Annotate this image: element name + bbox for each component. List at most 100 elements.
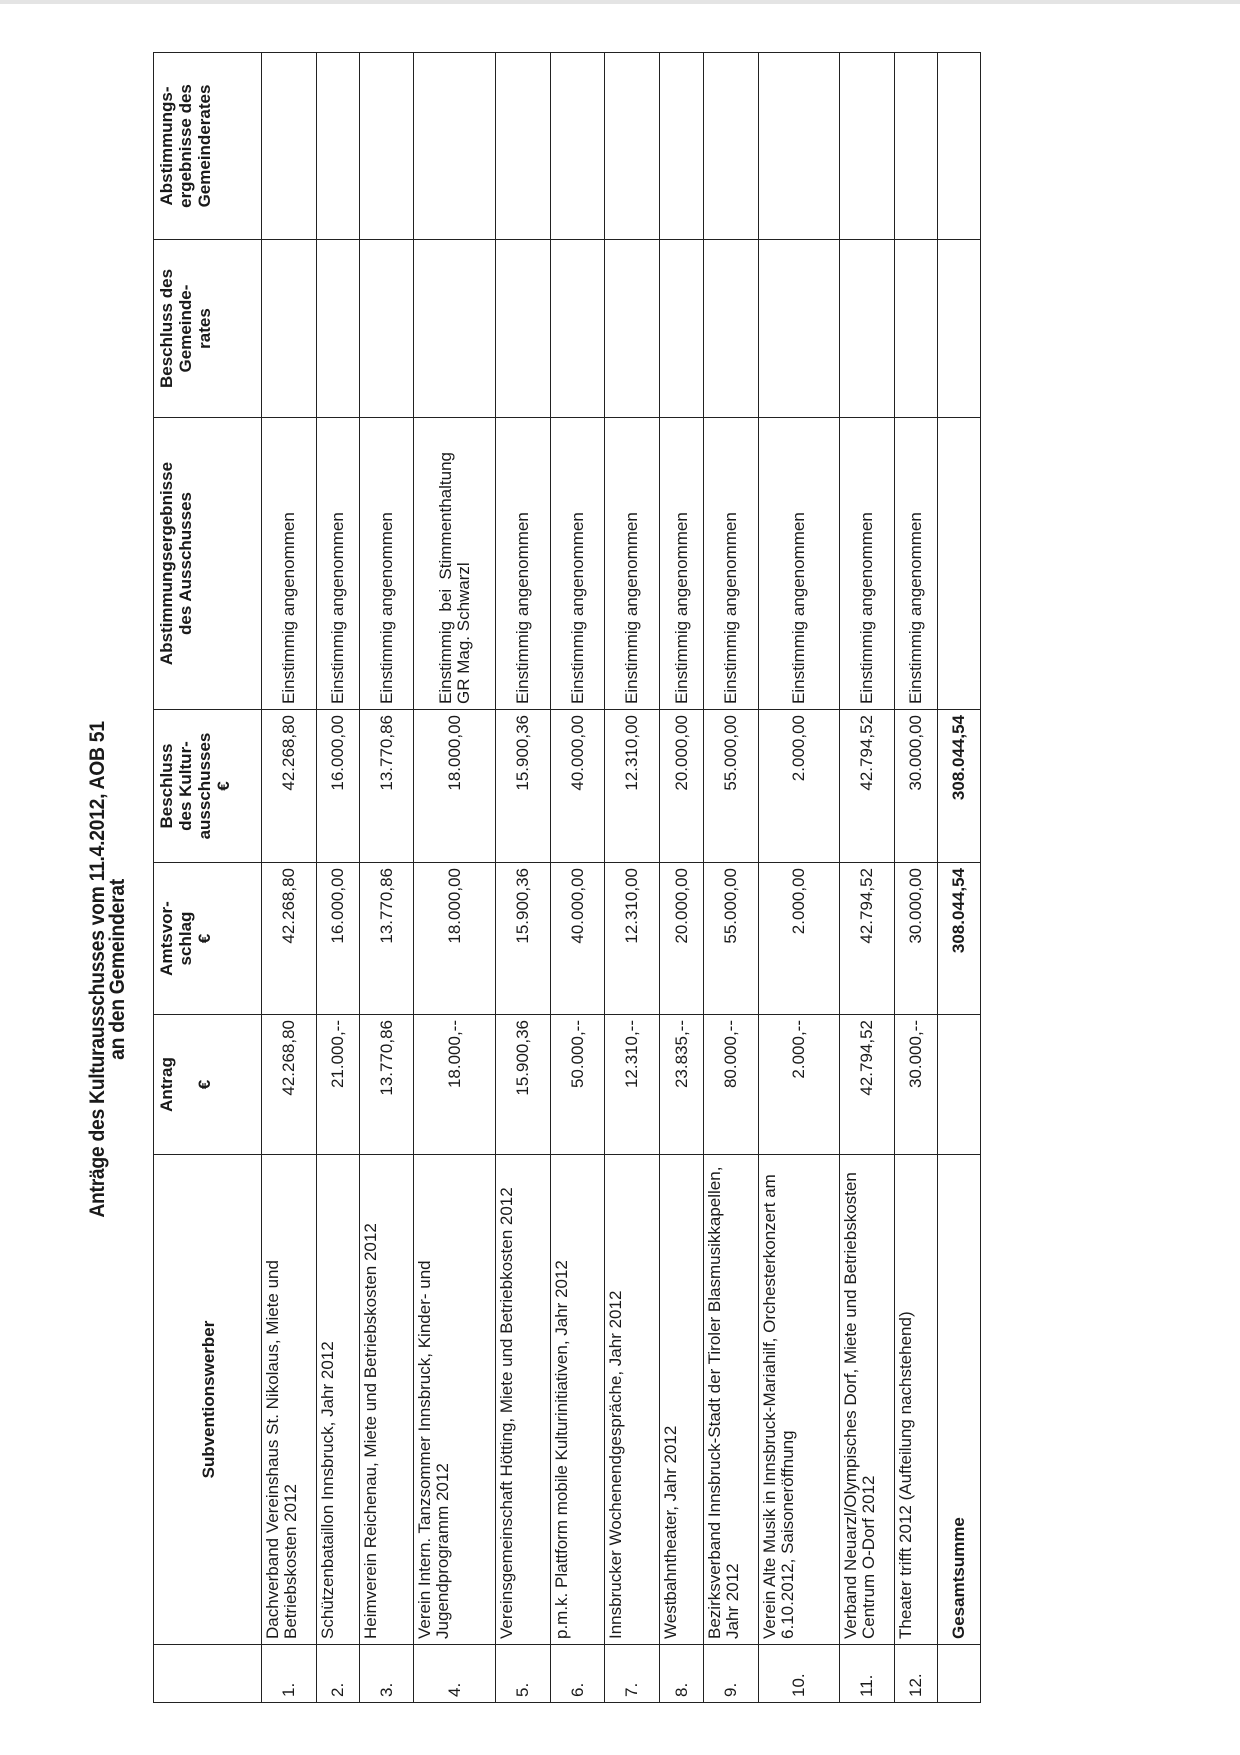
committee-vote-result: Einstimmig angenommen [359, 417, 414, 710]
amtsvorschlag-amount: 13.770,86 [359, 862, 414, 1015]
council-vote-result [495, 52, 551, 240]
total-nr [937, 1644, 981, 1703]
row-number: 12. [894, 1644, 938, 1703]
antrag-amount: 18.000,-- [413, 1014, 496, 1155]
table-row: 6. p.m.k. Plattform mobile Kulturinitiati… [550, 52, 605, 1703]
beschluss-amount: 30.000,00 [894, 709, 938, 863]
total-beschluss-gr [937, 239, 981, 418]
council-vote-result [659, 52, 704, 240]
committee-vote-result: Einstimmig angenommen [703, 417, 759, 710]
header-beschluss-gr-line1: Beschluss des [157, 268, 176, 389]
amtsvorschlag-amount: 20.000,00 [659, 862, 704, 1015]
council-vote-result [413, 52, 496, 240]
antrag-amount: 23.835,-- [659, 1014, 704, 1155]
applicant-name: Verein Alte Musik in Innsbruck-Mariahilf… [758, 1154, 840, 1645]
row-number: 3. [359, 1644, 414, 1703]
header-beschluss-unit: € [214, 781, 233, 791]
applicant-name: Bezirksverband Innsbruck-Stadt der Tirol… [703, 1154, 759, 1645]
applicant-name: Heimverein Reichenau, Miete und Betriebs… [359, 1154, 414, 1645]
committee-vote-result: Einstimmig angenommen [261, 417, 317, 710]
beschluss-amount: 13.770,86 [359, 709, 414, 863]
amtsvorschlag-amount: 18.000,00 [413, 862, 496, 1015]
council-decision [703, 239, 759, 418]
total-abstimmung-gr [937, 52, 981, 240]
antrag-amount: 21.000,-- [316, 1014, 360, 1155]
header-beschluss-kulturausschuss: Beschluss des Kultur- ausschusses € [153, 709, 262, 863]
table-row: 12. Theater trifft 2012 (Aufteilung nachs… [894, 52, 938, 1703]
applicant-name: Verein Intern. Tanzsommer Innsbruck, Kin… [413, 1154, 496, 1645]
scan-edge [0, 0, 1240, 4]
applicant-name: Westbahntheater, Jahr 2012 [659, 1154, 704, 1645]
antrag-amount: 42.794,52 [839, 1014, 895, 1155]
header-amtsvorschlag-unit: € [195, 933, 214, 944]
row-number: 1. [261, 1644, 317, 1703]
total-beschluss: 308.044,54 [937, 709, 981, 863]
council-vote-result [261, 52, 317, 240]
row-number: 7. [604, 1644, 660, 1703]
beschluss-amount: 20.000,00 [659, 709, 704, 863]
beschluss-amount: 15.900,36 [495, 709, 551, 863]
total-row: Gesamtsumme 308.044,54 308.044,54 [937, 52, 981, 1703]
antrag-amount: 42.268,80 [261, 1014, 317, 1155]
header-beschluss-line1: Beschluss [157, 743, 176, 829]
document-title: Anträge des Kulturausschusses vom 11.4.2… [86, 608, 129, 1331]
header-beschluss-line2: des Kultur- [176, 741, 195, 831]
council-decision [758, 239, 840, 418]
council-decision [413, 239, 496, 418]
amtsvorschlag-amount: 42.268,80 [261, 862, 317, 1015]
council-vote-result [839, 52, 895, 240]
amtsvorschlag-amount: 55.000,00 [703, 862, 759, 1015]
title-line-1: Anträge des Kulturausschusses vom 11.4.2… [86, 721, 109, 1218]
table-row: 4. Verein Intern. Tanzsommer Innsbruck, K… [413, 52, 496, 1703]
applicant-name: Dachverband Vereinshaus St. Nikolaus, Mi… [261, 1154, 317, 1645]
committee-vote-text: Einstimmig bei Stimmenthaltung GR Mag. S… [435, 452, 473, 704]
header-abstimmung-gemeinderat: Abstimmungs- ergebnisse des Gemeinderate… [153, 52, 262, 240]
amtsvorschlag-amount: 16.000,00 [316, 862, 360, 1015]
header-amtsvorschlag-line1: Amtsvor- [157, 901, 176, 976]
row-number: 11. [839, 1644, 895, 1703]
committee-vote-result: Einstimmig angenommen [316, 417, 360, 710]
council-vote-result [894, 52, 938, 240]
beschluss-amount: 42.268,80 [261, 709, 317, 863]
total-antrag [937, 1014, 981, 1155]
beschluss-amount: 40.000,00 [550, 709, 605, 863]
table-row: 7. Innsbrucker Wochenendgespräche, Jahr 2… [604, 52, 660, 1703]
antrag-amount: 12.310,-- [604, 1014, 660, 1155]
council-decision [894, 239, 938, 418]
beschluss-amount: 16.000,00 [316, 709, 360, 863]
table-row: 2. Schützenbataillon Innsbruck, Jahr 2012… [316, 52, 360, 1703]
antrag-amount: 15.900,36 [495, 1014, 551, 1155]
row-number: 9. [703, 1644, 759, 1703]
council-decision [604, 239, 660, 418]
council-decision [550, 239, 605, 418]
committee-vote-result: Einstimmig angenommen [839, 417, 895, 710]
header-abstimmung-ausschuss: Abstimmungsergebnisse des Ausschusses [153, 417, 262, 710]
table-row: 8. Westbahntheater, Jahr 2012 23.835,-- 20.… [659, 52, 704, 1703]
beschluss-amount: 55.000,00 [703, 709, 759, 863]
row-number: 2. [316, 1644, 360, 1703]
applicant-name: p.m.k. Plattform mobile Kulturinitiative… [550, 1154, 605, 1645]
header-abstimmung-gr-line3: Gemeinderates [195, 84, 214, 208]
council-vote-result [703, 52, 759, 240]
header-amtsvorschlag: Amtsvor- schlag € [153, 862, 262, 1015]
beschluss-amount: 42.794,52 [839, 709, 895, 863]
committee-vote-result: Einstimmig angenommen [894, 417, 938, 710]
header-abstimmung-line1: Abstimmungsergebnisse [157, 461, 176, 666]
council-decision [839, 239, 895, 418]
committee-vote-result: Einstimmig angenommen [659, 417, 704, 710]
beschluss-amount: 2.000,00 [758, 709, 840, 863]
applicant-name: Theater trifft 2012 (Aufteilung nachsteh… [894, 1154, 938, 1645]
header-amtsvorschlag-line2: schlag [176, 911, 195, 966]
amtsvorschlag-amount: 30.000,00 [894, 862, 938, 1015]
row-number: 8. [659, 1644, 704, 1703]
header-beschluss-line3: ausschusses [195, 732, 214, 840]
council-decision [316, 239, 360, 418]
amtsvorschlag-amount: 12.310,00 [604, 862, 660, 1015]
total-label: Gesamtsumme [937, 1154, 981, 1645]
committee-vote-result: Einstimmig angenommen [550, 417, 605, 710]
committee-vote-result: Einstimmig angenommen [495, 417, 551, 710]
header-antrag: Antrag € [153, 1014, 262, 1155]
applicant-name: Verband Neuarzl/Olympisches Dorf, Miete … [839, 1154, 895, 1645]
total-abstimmung [937, 417, 981, 710]
